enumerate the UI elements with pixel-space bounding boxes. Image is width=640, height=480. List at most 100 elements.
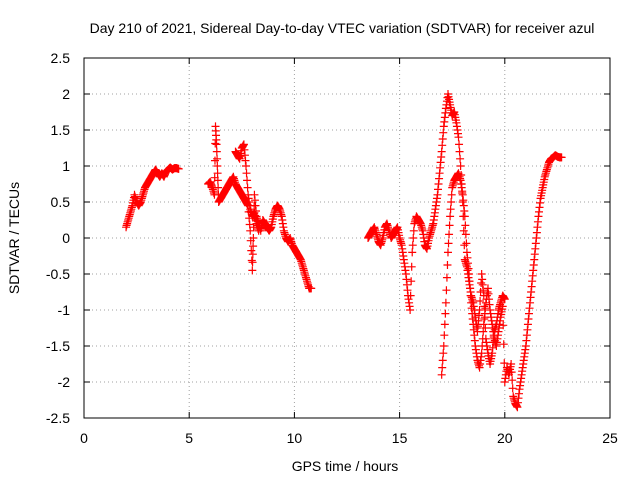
data-point-interp	[465, 277, 474, 286]
data-point-interp	[476, 297, 485, 305]
data-point-interp	[447, 190, 456, 199]
data-point	[498, 302, 507, 311]
data-point	[500, 295, 509, 304]
data-point	[437, 370, 446, 379]
data-point-interp	[406, 291, 415, 300]
data-point-interp	[440, 331, 449, 340]
y-axis-label: SDTVAR / TECUs	[6, 182, 22, 294]
data-point	[507, 360, 516, 368]
y-tick-label: 2.5	[51, 50, 71, 66]
data-point-interp	[466, 284, 475, 293]
data-point	[406, 306, 415, 314]
data-point-interp	[407, 262, 416, 271]
x-axis-label: GPS time / hours	[292, 458, 399, 474]
data-point	[477, 349, 486, 358]
data-point-interp	[213, 176, 222, 185]
data-point-interp	[477, 279, 486, 287]
data-point	[213, 169, 222, 178]
data-point	[557, 153, 566, 162]
data-point	[460, 212, 469, 221]
data-point-interp	[443, 261, 452, 269]
data-point-interp	[480, 302, 489, 311]
data-point-interp	[249, 242, 258, 251]
data-point-interp	[211, 139, 220, 148]
data-point-interp	[461, 230, 470, 239]
x-tick-label: 5	[185, 430, 193, 446]
data-point	[307, 284, 316, 293]
data-point-interp	[247, 256, 256, 265]
y-tick-label: -1	[58, 302, 71, 318]
y-tick-label: -2	[58, 374, 71, 390]
data-point-interp	[248, 250, 257, 259]
data-point	[408, 248, 417, 257]
data-point-interp	[445, 221, 454, 230]
x-tick-label: 15	[392, 430, 408, 446]
data-point-interp	[479, 327, 488, 336]
data-point-interp	[478, 334, 487, 343]
data-point-interp	[243, 176, 252, 185]
data-point-interp	[243, 183, 252, 192]
data-point-interp	[507, 368, 516, 377]
axis-ticks: 0 5 10 15 20 25 -2.5 -2 -1.5 -1 -0.5 0 0.5 1 1.5 2 2.5	[46, 50, 618, 446]
data-point-interp	[409, 226, 418, 235]
data-point-interp	[213, 162, 222, 170]
data-point-interp	[456, 154, 465, 163]
y-tick-label: -2.5	[46, 410, 70, 426]
data-point-interp	[462, 239, 471, 248]
data-point	[456, 162, 465, 170]
data-point-interp	[455, 140, 464, 149]
data-point-interp	[438, 356, 447, 365]
data-point-interp	[438, 363, 447, 372]
y-tick-label: 0.5	[51, 194, 71, 210]
data-point-interp	[242, 169, 251, 178]
data-point	[212, 140, 221, 149]
x-tick-label: 10	[287, 430, 303, 446]
data-point-interp	[213, 154, 222, 163]
data-point-interp	[455, 147, 464, 156]
data-point-interp	[248, 258, 257, 267]
data-point-interp	[442, 273, 451, 282]
data-point-interp	[499, 340, 508, 349]
data-point-interp	[444, 239, 453, 248]
y-tick-label: 2	[62, 86, 70, 102]
data-point-interp	[440, 320, 449, 329]
chart-title: Day 210 of 2021, Sidereal Day-to-day VTE…	[90, 20, 595, 36]
data-point-interp	[478, 342, 487, 350]
data-point-interp	[508, 384, 517, 393]
data-point-interp	[407, 277, 416, 286]
data-point-interp	[214, 183, 223, 192]
data-point	[242, 162, 251, 170]
data-point	[443, 248, 452, 257]
y-tick-label: -0.5	[46, 266, 70, 282]
data-point	[441, 298, 450, 307]
data-point	[439, 342, 448, 350]
data-point-interp	[447, 198, 456, 206]
data-points	[122, 90, 566, 412]
x-tick-label: 25	[602, 430, 618, 446]
data-point-interp	[439, 349, 448, 358]
x-tick-label: 0	[80, 430, 88, 446]
data-point-interp	[446, 205, 455, 214]
data-point-interp	[442, 286, 451, 295]
data-point-interp	[408, 241, 417, 250]
data-point	[446, 212, 455, 221]
data-point	[248, 266, 257, 275]
data-point-interp	[441, 309, 450, 318]
data-point-interp	[445, 230, 454, 239]
data-point	[454, 133, 463, 142]
data-point	[465, 270, 474, 278]
data-point	[174, 164, 183, 173]
data-point-interp	[409, 234, 418, 242]
plot-frame	[83, 57, 611, 419]
data-point-interp	[247, 246, 256, 255]
y-tick-label: 1	[62, 158, 70, 174]
y-tick-label: -1.5	[46, 338, 70, 354]
data-point	[254, 226, 263, 235]
data-point-interp	[212, 147, 221, 156]
data-point-interp	[461, 221, 470, 230]
data-point	[249, 234, 258, 242]
data-point-interp	[508, 376, 517, 385]
x-tick-label: 20	[497, 430, 513, 446]
